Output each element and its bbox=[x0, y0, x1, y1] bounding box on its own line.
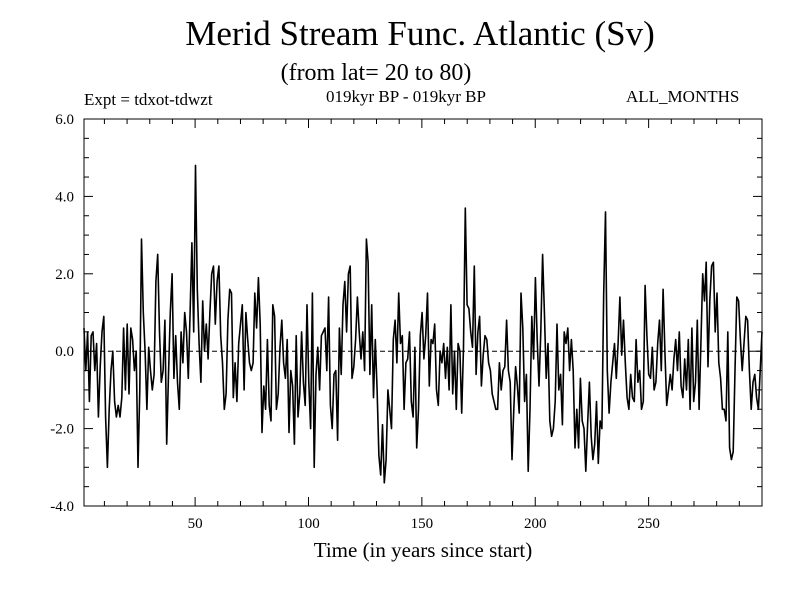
months-annotation: ALL_MONTHS bbox=[626, 87, 740, 106]
y-tick-label: -2.0 bbox=[50, 422, 74, 438]
y-tick-label: 2.0 bbox=[55, 267, 74, 283]
x-tick-label: 150 bbox=[411, 516, 434, 532]
x-tick-label: 50 bbox=[188, 516, 203, 532]
y-tick-label: -4.0 bbox=[50, 499, 74, 515]
chart-subtitle: (from lat= 20 to 80) bbox=[280, 60, 472, 86]
x-axis-label: Time (in years since start) bbox=[313, 538, 533, 562]
y-tick-label: 6.0 bbox=[55, 112, 74, 128]
x-tick-label: 250 bbox=[637, 516, 660, 532]
y-tick-label: 0.0 bbox=[55, 344, 74, 360]
x-tick-label: 100 bbox=[297, 516, 320, 532]
y-tick-label: 4.0 bbox=[55, 189, 74, 205]
experiment-annotation: Expt = tdxot-tdwzt bbox=[84, 90, 213, 109]
plot-frame bbox=[83, 118, 763, 507]
x-tick-label: 200 bbox=[524, 516, 547, 532]
series-line bbox=[83, 164, 763, 484]
chart-title: Merid Stream Func. Atlantic (Sv) bbox=[185, 14, 655, 53]
period-annotation: 019kyr BP - 019kyr BP bbox=[326, 87, 486, 106]
